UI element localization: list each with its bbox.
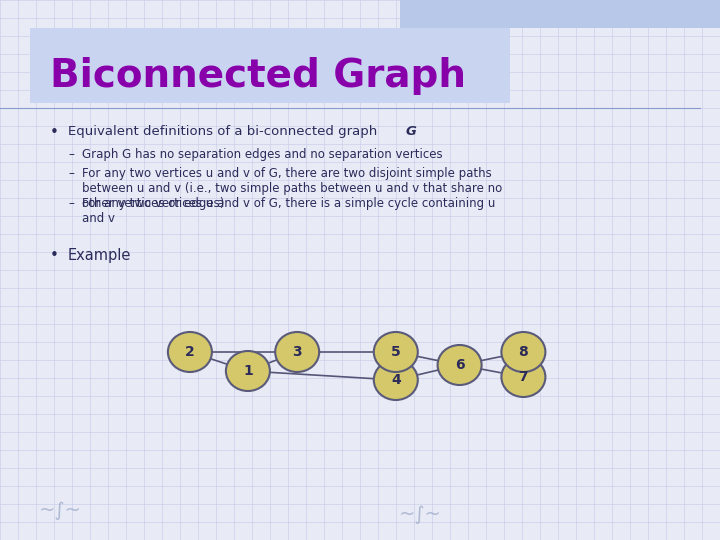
Bar xyxy=(400,0,720,28)
Text: 5: 5 xyxy=(391,345,400,359)
Text: Biconnected Graph: Biconnected Graph xyxy=(50,57,466,95)
Text: •: • xyxy=(50,125,59,140)
Ellipse shape xyxy=(501,357,546,397)
Text: Equivalent definitions of a bi-connected graph: Equivalent definitions of a bi-connected… xyxy=(68,125,382,138)
Text: –: – xyxy=(68,148,74,161)
Ellipse shape xyxy=(374,360,418,400)
Text: G: G xyxy=(406,125,417,138)
Ellipse shape xyxy=(374,332,418,372)
Text: Example: Example xyxy=(68,248,131,263)
Text: 8: 8 xyxy=(518,345,528,359)
Ellipse shape xyxy=(226,351,270,391)
Ellipse shape xyxy=(168,332,212,372)
Text: –: – xyxy=(68,197,74,210)
Text: ~∫~: ~∫~ xyxy=(39,501,81,519)
Text: 4: 4 xyxy=(391,373,400,387)
Ellipse shape xyxy=(438,345,482,385)
Text: 3: 3 xyxy=(292,345,302,359)
Ellipse shape xyxy=(501,332,546,372)
Text: 7: 7 xyxy=(518,370,528,384)
Text: •: • xyxy=(50,248,59,263)
Text: For any two vertices u and v of G, there is a simple cycle containing u
and v: For any two vertices u and v of G, there… xyxy=(82,197,495,225)
Bar xyxy=(30,28,510,103)
Ellipse shape xyxy=(275,332,319,372)
Text: 2: 2 xyxy=(185,345,195,359)
Text: 1: 1 xyxy=(243,364,253,378)
Text: 6: 6 xyxy=(455,358,464,372)
Text: For any two vertices u and v of G, there are two disjoint simple paths
between u: For any two vertices u and v of G, there… xyxy=(82,167,503,210)
Text: Graph G has no separation edges and no separation vertices: Graph G has no separation edges and no s… xyxy=(82,148,443,161)
Text: –: – xyxy=(68,167,74,180)
Text: ~∫~: ~∫~ xyxy=(399,505,441,524)
